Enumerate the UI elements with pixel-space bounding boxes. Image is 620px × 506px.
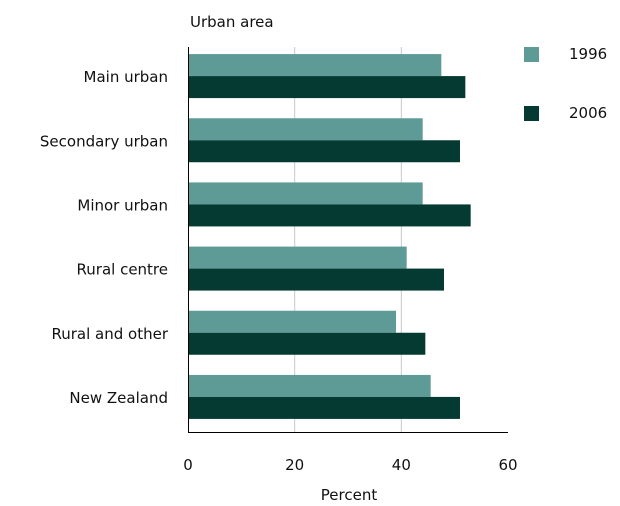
x-tick-label: 40 (392, 456, 411, 474)
x-tick-label: 0 (183, 456, 193, 474)
legend-label: 1996 (569, 45, 607, 63)
x-tick-label: 60 (498, 456, 517, 474)
legend-swatch (524, 106, 539, 121)
bar (188, 76, 466, 99)
x-tick-labels: 0 20 40 60 (183, 456, 517, 474)
grid-lines (294, 47, 402, 432)
bar (188, 246, 407, 269)
legend-swatch (524, 47, 539, 62)
x-axis-label: Percent (321, 486, 378, 504)
legend-label: 2006 (569, 104, 607, 122)
bar (188, 310, 396, 333)
bar (188, 118, 423, 141)
axes (188, 47, 508, 433)
bar (188, 204, 471, 227)
bar (188, 140, 460, 163)
legend: 1996 2006 (524, 45, 607, 122)
category-label: Minor urban (77, 196, 168, 214)
category-label: Secondary urban (40, 132, 168, 150)
bar (188, 374, 431, 397)
bar (188, 182, 423, 205)
bars (188, 54, 471, 419)
category-label: Rural centre (77, 261, 168, 279)
category-labels: Main urban Secondary urban Minor urban Rura… (40, 68, 169, 407)
bar (188, 54, 442, 77)
category-label: Main urban (84, 68, 168, 86)
category-label: Rural and other (52, 325, 169, 343)
chart-title: Urban area (190, 13, 274, 31)
x-tick-label: 20 (285, 456, 304, 474)
bar (188, 332, 426, 355)
bar (188, 396, 460, 419)
category-label: New Zealand (69, 389, 168, 407)
bar (188, 268, 444, 291)
